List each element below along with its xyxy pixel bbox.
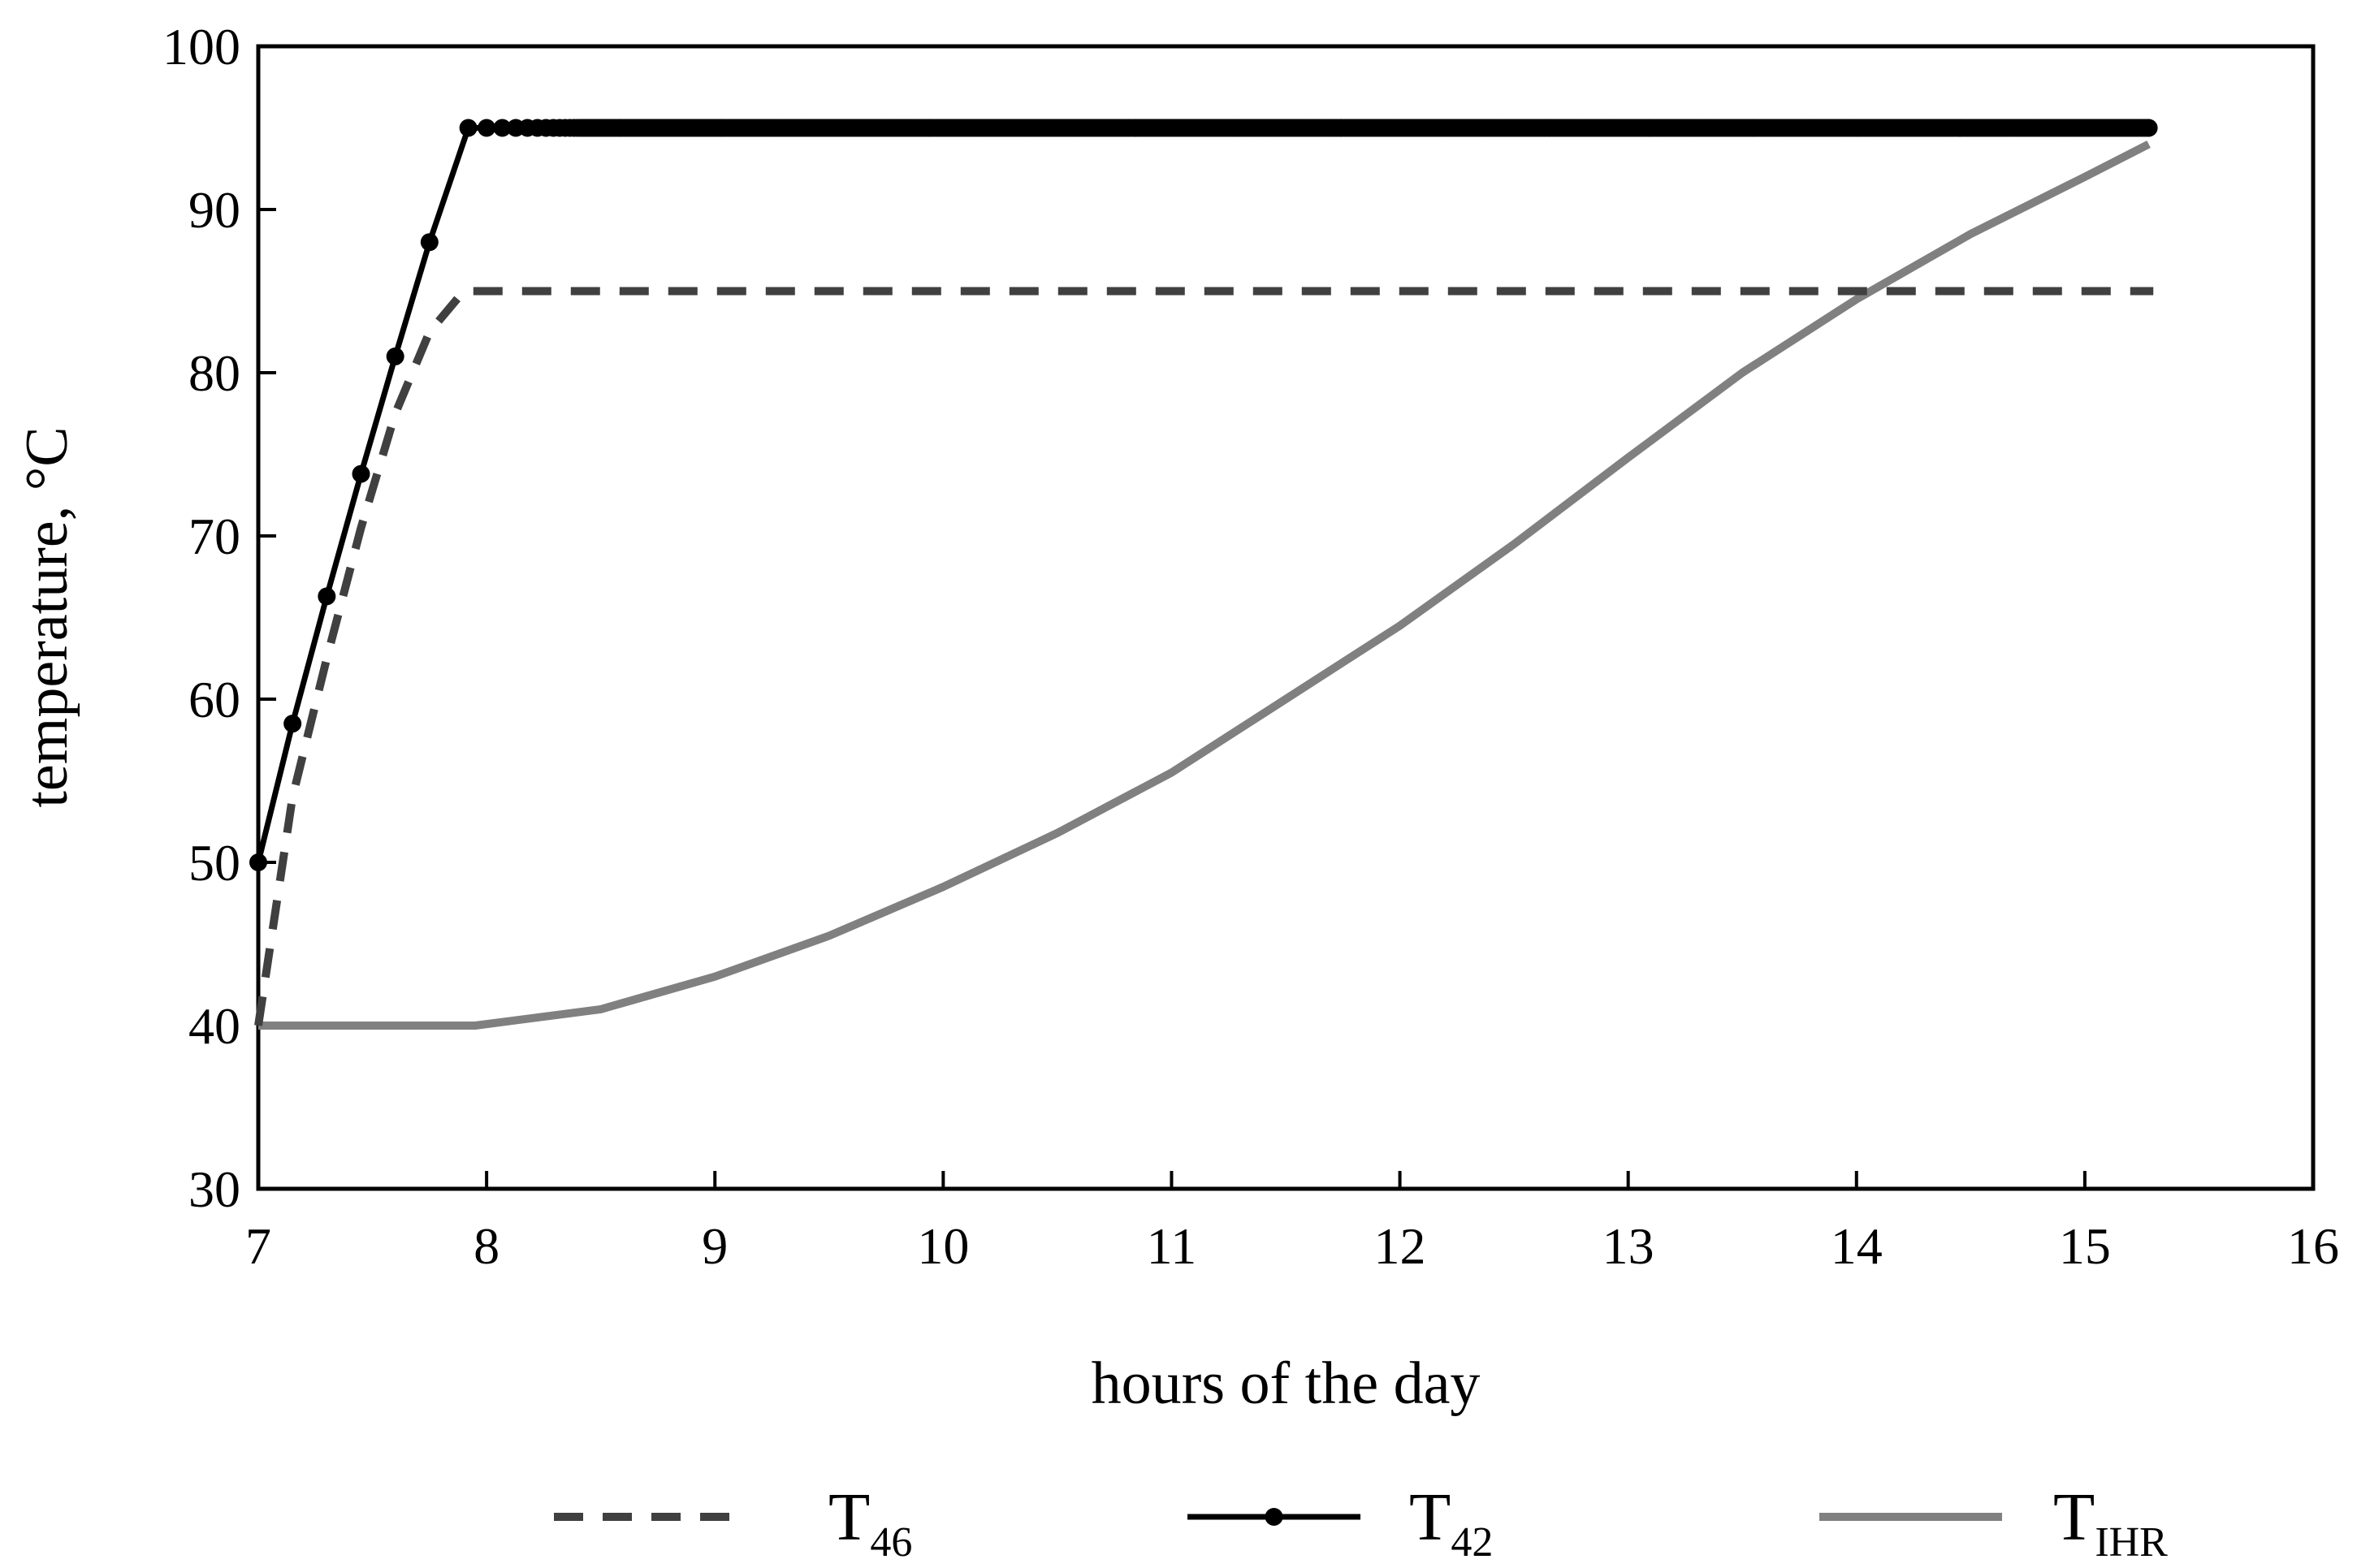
series-marker [2139, 119, 2158, 137]
legend: T46 T42 TIHR [554, 1479, 2168, 1566]
y-tick-label: 70 [188, 508, 240, 565]
y-axis-ticks: 30 40 50 60 70 80 90 100 [162, 18, 276, 1218]
y-tick-label: 50 [188, 834, 240, 892]
y-tick-label: 60 [188, 671, 240, 728]
series-marker [420, 233, 439, 252]
y-tick-label: 80 [188, 344, 240, 402]
x-tick-label: 16 [2287, 1217, 2339, 1275]
y-tick-label: 100 [162, 18, 240, 76]
legend-label-subscript: 42 [1451, 1519, 1493, 1566]
x-axis-ticks: 7 8 9 10 11 12 13 14 15 16 [245, 1171, 2339, 1275]
x-tick-label: 10 [917, 1217, 969, 1275]
legend-label: T42 [1409, 1479, 1493, 1566]
legend-label: T46 [828, 1479, 912, 1566]
legend-label: TIHR [2053, 1479, 2168, 1566]
series-layer [249, 119, 2158, 1030]
y-tick-label: 30 [188, 1160, 240, 1218]
x-tick-label: 8 [474, 1217, 500, 1275]
x-tick-label: 13 [1602, 1217, 1654, 1275]
plot-frame [256, 44, 2316, 1191]
legend-label-main: T [2053, 1479, 2095, 1555]
legend-label-subscript: IHR [2095, 1519, 2168, 1566]
series-marker [386, 347, 404, 365]
x-tick-label: 9 [702, 1217, 728, 1275]
series-marker [352, 464, 370, 483]
series-marker [459, 119, 478, 137]
legend-label-main: T [1409, 1479, 1451, 1555]
legend-item-42: T42 [1187, 1479, 1493, 1566]
series-line-46 [254, 287, 2154, 1026]
series-marker [493, 119, 512, 137]
series-marker [249, 853, 267, 871]
series-line-ihr [258, 140, 2151, 1030]
series-marker [283, 715, 302, 733]
legend-item-46: T46 [554, 1479, 912, 1566]
x-tick-label: 12 [1374, 1217, 1426, 1275]
legend-item-ihr: TIHR [1819, 1479, 2168, 1566]
series-marker [318, 587, 336, 606]
legend-marker [1265, 1508, 1283, 1526]
x-tick-label: 11 [1147, 1217, 1197, 1275]
x-tick-label: 7 [245, 1217, 271, 1275]
y-tick-label: 90 [188, 181, 240, 239]
x-tick-label: 14 [1831, 1217, 1883, 1275]
series-marker [478, 119, 496, 137]
y-tick-label: 40 [188, 997, 240, 1055]
x-axis-title: hours of the day [1092, 1350, 1481, 1417]
legend-label-main: T [828, 1479, 870, 1555]
y-axis-title: temperature, °C [14, 426, 80, 807]
x-tick-label: 15 [2059, 1217, 2111, 1275]
legend-label-subscript: 46 [870, 1519, 912, 1566]
